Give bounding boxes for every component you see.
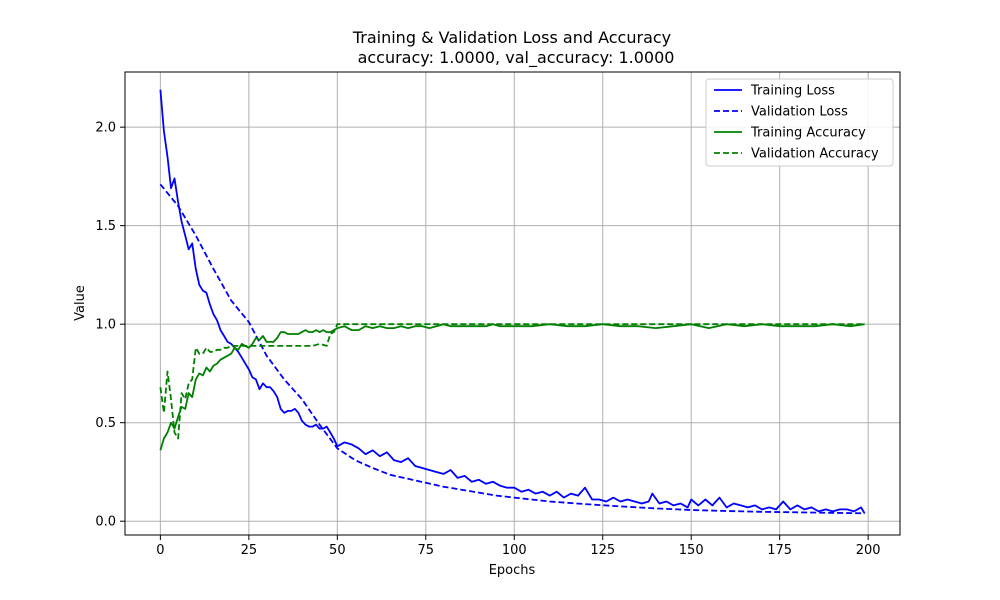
y-tick-label: 2.0: [95, 121, 116, 136]
legend-label-training-accuracy: Training Accuracy: [750, 126, 866, 141]
legend: Training Loss Validation Loss Training Acc…: [705, 78, 894, 167]
y-tick-label: 1.5: [95, 219, 116, 234]
y-axis-label: Value: [73, 285, 88, 321]
x-axis-ticks: 0 25 50 75 100 125 150 175 200: [156, 535, 881, 558]
x-tick-label: 100: [502, 543, 527, 558]
x-tick-label: 0: [156, 543, 164, 558]
plot-frame: [124, 71, 901, 536]
chart-subtitle: accuracy: 1.0000, val_accuracy: 1.0000: [358, 48, 675, 68]
x-tick-label: 125: [590, 543, 615, 558]
legend-label-validation-loss: Validation Loss: [751, 105, 848, 120]
chart-title: Training & Validation Loss and Accuracy: [352, 28, 671, 47]
y-tick-label: 0.0: [95, 515, 116, 530]
y-axis-ticks: 0.0 0.5 1.0 1.5 2.0: [95, 121, 125, 530]
x-axis-label: Epochs: [489, 563, 536, 578]
legend-label-validation-accuracy: Validation Accuracy: [751, 147, 879, 162]
training-accuracy-line: [159, 323, 865, 451]
validation-loss-line: [159, 183, 865, 515]
y-tick-label: 1.0: [95, 318, 116, 333]
x-tick-label: 200: [856, 543, 881, 558]
x-tick-label: 50: [329, 543, 346, 558]
y-tick-label: 0.5: [95, 416, 116, 431]
legend-label-training-loss: Training Loss: [750, 84, 835, 99]
x-tick-label: 175: [767, 543, 792, 558]
x-tick-label: 75: [418, 543, 435, 558]
x-tick-label: 25: [241, 543, 258, 558]
legend-box: [705, 78, 894, 167]
validation-accuracy-line: [159, 323, 865, 440]
series-lines: [159, 89, 866, 515]
x-tick-label: 150: [679, 543, 704, 558]
